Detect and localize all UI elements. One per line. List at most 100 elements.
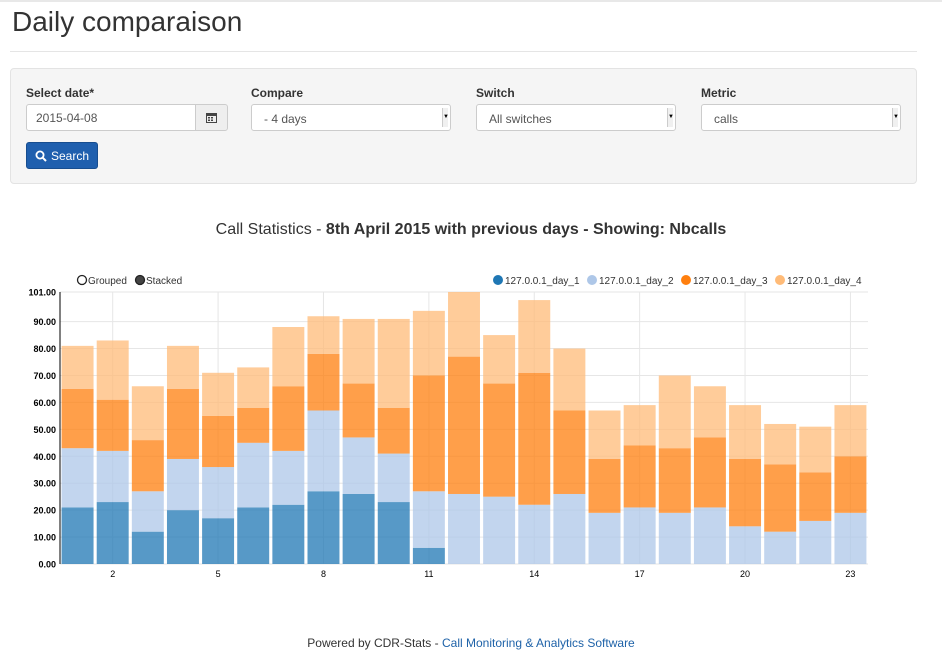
bar-segment-127.0.0.1_day_4[interactable]	[483, 335, 516, 384]
grouped-toggle[interactable]: Grouped	[76, 274, 127, 288]
bar-segment-127.0.0.1_day_3[interactable]	[764, 464, 797, 532]
bar-segment-127.0.0.1_day_4[interactable]	[377, 318, 410, 408]
bar-segment-127.0.0.1_day_4[interactable]	[588, 410, 621, 459]
bar-segment-127.0.0.1_day_4[interactable]	[307, 316, 340, 354]
switch-select[interactable]: All switches ▼	[476, 104, 676, 131]
bar-segment-127.0.0.1_day_2[interactable]	[166, 458, 199, 511]
bar-segment-127.0.0.1_day_2[interactable]	[834, 512, 867, 564]
bar-segment-127.0.0.1_day_4[interactable]	[623, 405, 656, 446]
bar-segment-127.0.0.1_day_3[interactable]	[588, 458, 621, 513]
y-tick-label: 101.00	[28, 288, 56, 298]
bar-segment-127.0.0.1_day_3[interactable]	[412, 375, 445, 492]
bar-segment-127.0.0.1_day_2[interactable]	[658, 512, 691, 564]
bar-segment-127.0.0.1_day_4[interactable]	[202, 372, 235, 416]
bar-segment-127.0.0.1_day_4[interactable]	[96, 340, 129, 400]
bar-segment-127.0.0.1_day_4[interactable]	[553, 348, 586, 411]
bar-segment-127.0.0.1_day_1[interactable]	[377, 502, 410, 564]
bar-segment-127.0.0.1_day_4[interactable]	[799, 426, 832, 473]
bar-segment-127.0.0.1_day_3[interactable]	[131, 440, 164, 492]
bar-segment-127.0.0.1_day_2[interactable]	[96, 450, 129, 503]
bar-segment-127.0.0.1_day_4[interactable]	[764, 423, 797, 465]
bar-segment-127.0.0.1_day_2[interactable]	[483, 496, 516, 564]
bar-segment-127.0.0.1_day_1[interactable]	[166, 510, 199, 564]
bar-segment-127.0.0.1_day_2[interactable]	[553, 493, 586, 564]
legend-item[interactable]: 127.0.0.1_day_4	[775, 275, 862, 288]
bar-segment-127.0.0.1_day_3[interactable]	[483, 383, 516, 497]
bar-segment-127.0.0.1_day_2[interactable]	[342, 437, 375, 494]
bar-segment-127.0.0.1_day_3[interactable]	[237, 407, 270, 443]
bar-segment-127.0.0.1_day_2[interactable]	[307, 410, 340, 492]
bar-segment-127.0.0.1_day_4[interactable]	[342, 318, 375, 384]
search-button[interactable]: Search	[26, 142, 98, 169]
calendar-button[interactable]	[195, 104, 228, 131]
bar-segment-127.0.0.1_day_1[interactable]	[412, 547, 445, 564]
bar-segment-127.0.0.1_day_2[interactable]	[729, 526, 762, 564]
bar-segment-127.0.0.1_day_4[interactable]	[518, 300, 551, 373]
bar-segment-127.0.0.1_day_2[interactable]	[518, 504, 551, 564]
bar-segment-127.0.0.1_day_4[interactable]	[658, 375, 691, 449]
bar-segment-127.0.0.1_day_1[interactable]	[307, 491, 340, 564]
bar-segment-127.0.0.1_day_3[interactable]	[693, 437, 726, 508]
bar-segment-127.0.0.1_day_4[interactable]	[834, 405, 867, 457]
bar-segment-127.0.0.1_day_2[interactable]	[693, 507, 726, 564]
compare-select[interactable]: - 4 days ▼	[251, 104, 451, 131]
bar-segment-127.0.0.1_day_4[interactable]	[693, 386, 726, 438]
legend-item[interactable]: 127.0.0.1_day_1	[493, 275, 580, 288]
bar-segment-127.0.0.1_day_1[interactable]	[61, 507, 94, 564]
bar-segment-127.0.0.1_day_3[interactable]	[342, 383, 375, 438]
legend-item[interactable]: 127.0.0.1_day_2	[587, 275, 674, 288]
bar-segment-127.0.0.1_day_4[interactable]	[237, 367, 270, 408]
bar-segment-127.0.0.1_day_3[interactable]	[518, 372, 551, 505]
bar-segment-127.0.0.1_day_1[interactable]	[96, 502, 129, 564]
bar-segment-127.0.0.1_day_3[interactable]	[658, 448, 691, 513]
bar-segment-127.0.0.1_day_2[interactable]	[61, 448, 94, 508]
bar-segment-127.0.0.1_day_3[interactable]	[834, 456, 867, 513]
select-arrow-icon: ▼	[667, 108, 674, 127]
bar-segment-127.0.0.1_day_3[interactable]	[448, 356, 480, 494]
x-tick-label: 8	[321, 569, 326, 579]
bar-segment-127.0.0.1_day_4[interactable]	[448, 292, 480, 357]
bar-segment-127.0.0.1_day_2[interactable]	[131, 491, 164, 532]
bar-segment-127.0.0.1_day_1[interactable]	[342, 493, 375, 564]
footer-link[interactable]: Call Monitoring & Analytics Software	[441, 636, 635, 650]
bar-segment-127.0.0.1_day_3[interactable]	[202, 415, 235, 468]
bar-segment-127.0.0.1_day_4[interactable]	[131, 386, 164, 441]
stacked-toggle[interactable]: Stacked	[134, 274, 183, 288]
legend-item[interactable]: 127.0.0.1_day_3	[681, 275, 768, 288]
bar-segment-127.0.0.1_day_1[interactable]	[131, 531, 164, 564]
bar-segment-127.0.0.1_day_3[interactable]	[272, 386, 305, 451]
bar-segment-127.0.0.1_day_2[interactable]	[448, 493, 480, 564]
bar-segment-127.0.0.1_day_3[interactable]	[96, 399, 129, 451]
metric-select[interactable]: calls ▼	[701, 104, 901, 131]
bar-segment-127.0.0.1_day_4[interactable]	[729, 405, 762, 459]
bar-segment-127.0.0.1_day_2[interactable]	[623, 507, 656, 564]
date-input[interactable]: 2015-04-08	[26, 104, 196, 131]
bar-segment-127.0.0.1_day_2[interactable]	[588, 512, 621, 564]
bar-segment-127.0.0.1_day_1[interactable]	[272, 504, 305, 564]
calendar-icon	[206, 113, 217, 123]
bar-segment-127.0.0.1_day_3[interactable]	[729, 458, 762, 527]
bar-segment-127.0.0.1_day_2[interactable]	[272, 450, 305, 505]
bar-segment-127.0.0.1_day_3[interactable]	[307, 353, 340, 411]
grouped-radio-icon	[76, 274, 88, 286]
stacked-bar-chart: Grouped Stacked 127.0.0.1_day_1 127.0.0.1…	[28, 274, 868, 579]
bar-segment-127.0.0.1_day_2[interactable]	[799, 520, 832, 564]
bar-segment-127.0.0.1_day_3[interactable]	[377, 407, 410, 454]
bar-segment-127.0.0.1_day_2[interactable]	[377, 453, 410, 503]
bar-segment-127.0.0.1_day_4[interactable]	[166, 345, 199, 389]
bar-segment-127.0.0.1_day_3[interactable]	[623, 445, 656, 508]
bar-segment-127.0.0.1_day_2[interactable]	[202, 467, 235, 519]
bar-segment-127.0.0.1_day_1[interactable]	[202, 518, 235, 564]
bar-segment-127.0.0.1_day_2[interactable]	[764, 531, 797, 564]
bar-segment-127.0.0.1_day_4[interactable]	[61, 345, 94, 389]
bar-segment-127.0.0.1_day_1[interactable]	[237, 507, 270, 564]
bar-segment-127.0.0.1_day_3[interactable]	[166, 388, 199, 459]
bar-segment-127.0.0.1_day_3[interactable]	[61, 388, 94, 449]
bar-segment-127.0.0.1_day_2[interactable]	[237, 442, 270, 508]
bar-segment-127.0.0.1_day_3[interactable]	[553, 410, 586, 494]
select-arrow-icon: ▼	[892, 108, 899, 127]
bar-segment-127.0.0.1_day_4[interactable]	[412, 310, 445, 376]
bar-segment-127.0.0.1_day_3[interactable]	[799, 472, 832, 521]
bar-segment-127.0.0.1_day_2[interactable]	[412, 491, 445, 548]
bar-segment-127.0.0.1_day_4[interactable]	[272, 327, 305, 387]
